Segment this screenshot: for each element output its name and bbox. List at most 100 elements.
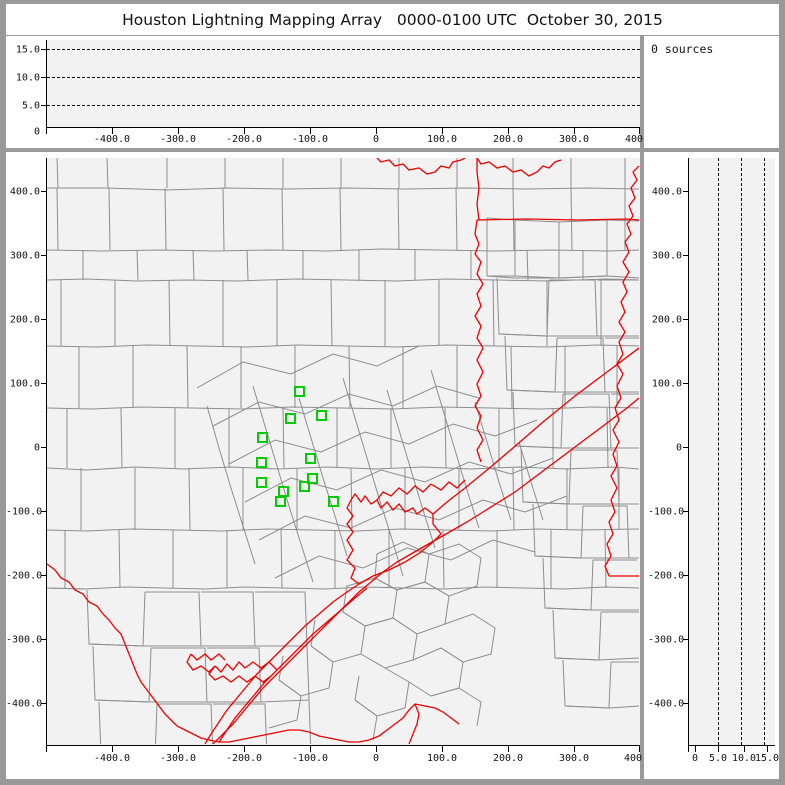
ytick-mark-5 [41,105,47,107]
hist-gridline-x-10 [741,158,743,745]
gridline-y-15 [47,49,640,51]
height-histogram-plot-area[interactable] [688,158,775,746]
station-marker[interactable] [275,496,286,507]
state-and-coast-boundaries-layer [47,158,639,744]
map-tick-label-y-100: 100.0 [9,378,40,390]
map-ytick-mark-200 [41,319,47,321]
map-ytick-mark--100 [41,511,47,513]
hist-tick-label-y-300: 300.0 [651,250,682,262]
map-tick-label-y--200: -200.0 [6,570,43,582]
xtick-mark--200 [244,128,246,134]
xtick-mark-left-edge [46,128,48,134]
county-boundaries-layer [47,158,639,744]
map-tick-label-x-400: 400.0 [623,753,655,764]
map-tick-label-x--300: -300.0 [159,753,197,764]
map-xtick-mark--300 [178,746,180,752]
gridline-y-5 [47,105,640,107]
hist-tick-label-y--300: -300.0 [648,634,685,646]
xtick-mark-0 [376,128,378,134]
time-height-plot-area[interactable] [46,40,640,128]
station-marker[interactable] [299,481,310,492]
station-marker[interactable] [328,496,339,507]
hist-ytick-mark-400 [683,191,689,193]
hist-tick-label-x-0: 0 [691,753,699,764]
map-xtick-mark-400 [639,746,641,752]
map-ytick-mark-400 [41,191,47,193]
hist-tick-label-x-15: 15.0 [754,753,780,764]
xtick-mark--300 [178,128,180,134]
map-tick-label-y-400: 400.0 [9,186,40,198]
xtick-mark-300 [574,128,576,134]
station-marker[interactable] [294,386,305,397]
hist-ytick-mark--400 [683,703,689,705]
station-marker[interactable] [305,453,316,464]
hist-ytick-mark-0 [683,447,689,449]
map-tick-label-y-0: 0 [33,442,40,454]
station-marker[interactable] [256,477,267,488]
map-tick-label-y--400: -400.0 [6,698,43,710]
hist-tick-label-y--200: -200.0 [648,570,685,582]
hist-tick-label-y-100: 100.0 [651,378,682,390]
map-ytick-mark-0 [41,447,47,449]
station-marker[interactable] [257,432,268,443]
map-tick-label-y-300: 300.0 [9,250,40,262]
station-marker[interactable] [285,413,296,424]
map-tick-label-x--100: -100.0 [291,753,329,764]
xtick-mark-400 [639,128,641,134]
map-tick-label-x-300: 300.0 [558,753,590,764]
map-ytick-mark--200 [41,575,47,577]
map-tick-label-y--100: -100.0 [6,506,43,518]
xtick-mark-100 [442,128,444,134]
hist-tick-label-y-0: 0 [675,442,682,454]
map-tick-label-y-200: 200.0 [9,314,40,326]
hist-xtick-mark-left-edge [688,746,690,752]
map-xtick-mark--200 [244,746,246,752]
hist-xtick-mark-5 [718,746,720,752]
map-tick-label-y--300: -300.0 [6,634,43,646]
hist-tick-label-y-400: 400.0 [651,186,682,198]
gridline-y-10 [47,77,640,79]
map-ytick-mark--300 [41,639,47,641]
map-ytick-mark--400 [41,703,47,705]
map-ytick-mark-300 [41,255,47,257]
hist-tick-label-x-5: 5.0 [708,753,728,764]
tick-label-x--400: -400.0 [93,134,131,145]
height-histogram-panel: 400.0 300.0 200.0 100.0 0 -100.0 -200.0 … [644,152,779,779]
xtick-mark--100 [310,128,312,134]
map-ytick-mark-100 [41,383,47,385]
hist-gridline-x-5 [718,158,720,745]
page-title: Houston Lightning Mapping Array 0000-010… [122,10,663,29]
station-marker[interactable] [307,473,318,484]
hist-xtick-mark-0 [695,746,697,752]
tick-label-y-0: 0 [33,126,40,138]
ytick-mark-10 [41,77,47,79]
station-marker[interactable] [256,457,267,468]
xtick-mark--400 [112,128,114,134]
map-panel: 400.0 300.0 200.0 100.0 0 -100.0 -200.0 … [6,152,654,779]
hist-ytick-mark-200 [683,319,689,321]
map-tick-label-x-100: 100.0 [426,753,458,764]
map-plot-area[interactable] [46,158,640,746]
tick-label-y-15: 15.0 [15,44,40,56]
time-height-panel: 0 5.0 10.0 15.0 -400.0 -300.0 -200.0 -10… [6,36,655,148]
hist-ytick-mark-300 [683,255,689,257]
tick-label-x-300: 300.0 [558,134,590,145]
map-xtick-mark--100 [310,746,312,752]
map-tick-label-x--400: -400.0 [93,753,131,764]
tick-label-x--200: -200.0 [225,134,263,145]
hist-xtick-mark-10 [744,746,746,752]
hist-ytick-mark-100 [683,383,689,385]
source-count-label: 0 sources [651,42,714,56]
hist-tick-label-y-200: 200.0 [651,314,682,326]
ytick-mark-15 [41,49,47,51]
tick-label-x-400: 400.0 [624,134,656,145]
station-marker[interactable] [316,410,327,421]
hist-tick-label-y--400: -400.0 [648,698,685,710]
hist-ytick-mark--100 [683,511,689,513]
map-tick-label-x-200: 200.0 [492,753,524,764]
tick-label-x--100: -100.0 [291,134,329,145]
tick-label-x-100: 100.0 [426,134,458,145]
lma-station-markers-layer [256,386,339,507]
map-xtick-mark-100 [442,746,444,752]
map-xtick-mark--400 [112,746,114,752]
